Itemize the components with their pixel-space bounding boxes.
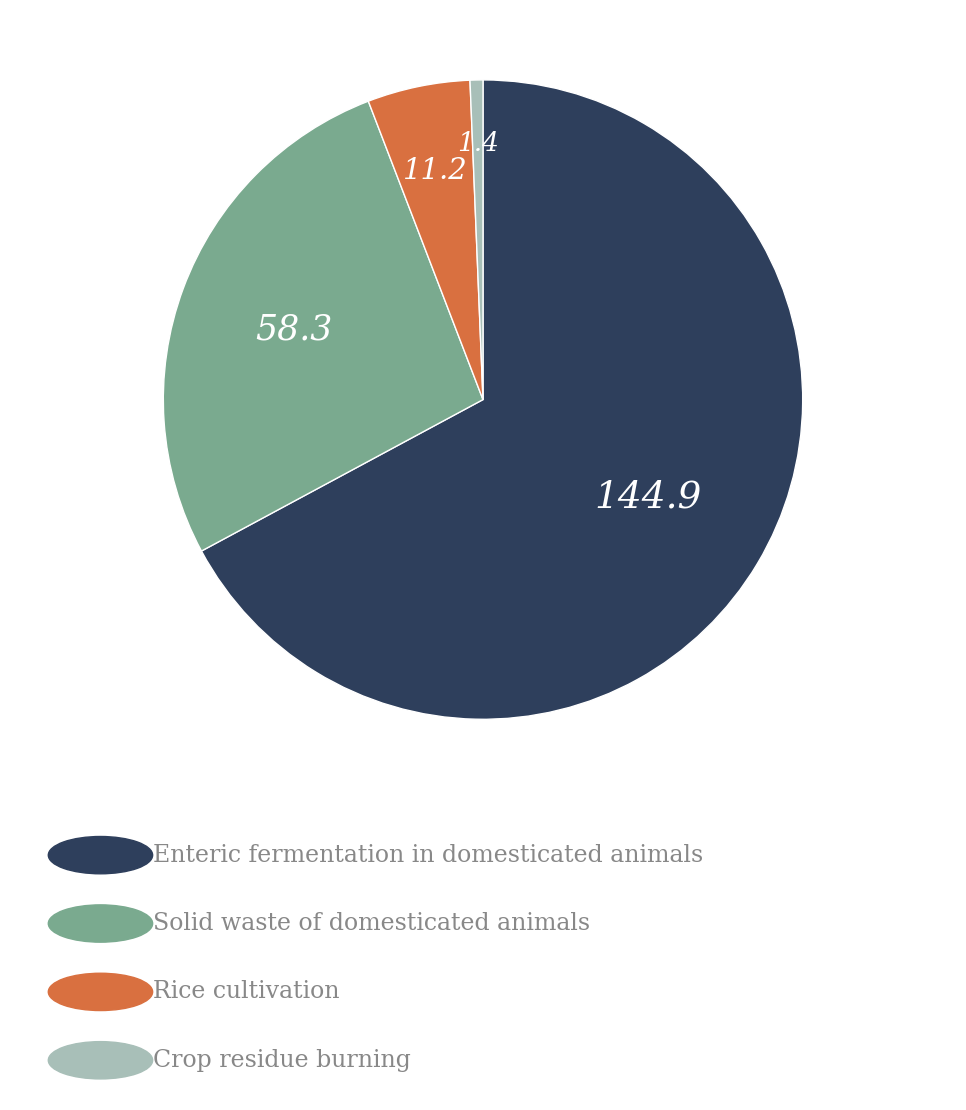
Wedge shape bbox=[163, 101, 483, 551]
Wedge shape bbox=[202, 80, 803, 719]
Text: 144.9: 144.9 bbox=[594, 480, 701, 516]
Text: Rice cultivation: Rice cultivation bbox=[153, 980, 339, 1003]
Text: 11.2: 11.2 bbox=[404, 157, 469, 185]
Circle shape bbox=[48, 973, 153, 1010]
Circle shape bbox=[48, 837, 153, 874]
Wedge shape bbox=[368, 80, 483, 400]
Text: 58.3: 58.3 bbox=[255, 313, 333, 346]
Text: Solid waste of domesticated animals: Solid waste of domesticated animals bbox=[153, 912, 590, 935]
Text: Enteric fermentation in domesticated animals: Enteric fermentation in domesticated ani… bbox=[153, 844, 703, 867]
Wedge shape bbox=[470, 80, 483, 400]
Circle shape bbox=[48, 1041, 153, 1079]
Circle shape bbox=[48, 905, 153, 942]
Text: Crop residue burning: Crop residue burning bbox=[153, 1049, 411, 1072]
Text: 1.4: 1.4 bbox=[457, 131, 498, 157]
